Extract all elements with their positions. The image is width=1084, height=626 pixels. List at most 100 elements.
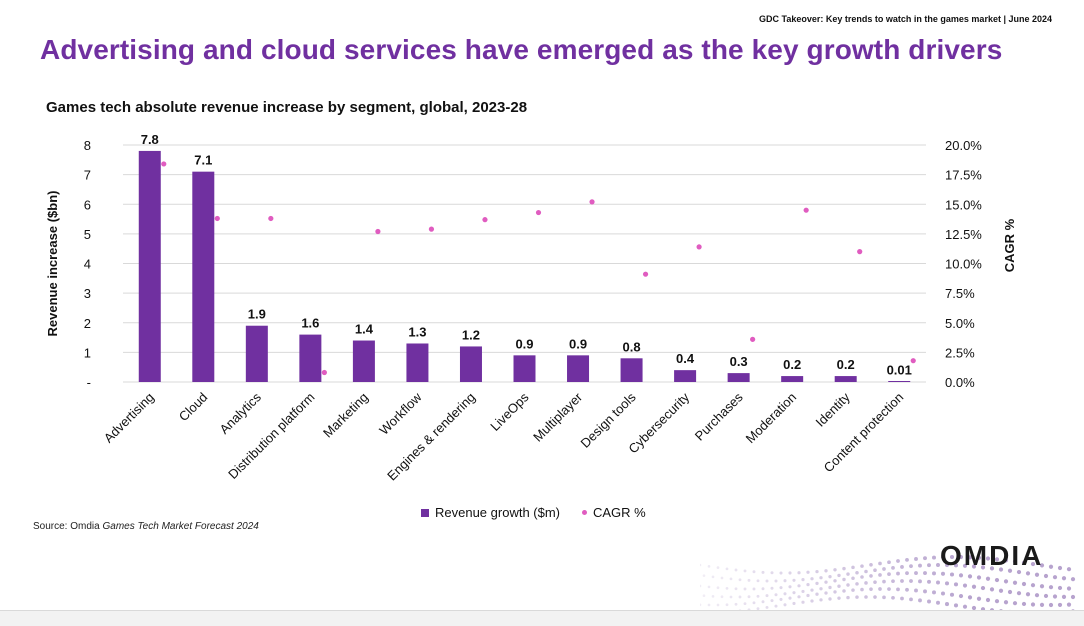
- wave-dot: [860, 575, 864, 579]
- wave-dot: [1066, 586, 1072, 591]
- wave-dot: [878, 587, 882, 591]
- wave-dot: [891, 579, 895, 584]
- bar: [888, 381, 911, 382]
- wave-dot: [989, 587, 995, 592]
- wave-dot: [765, 579, 769, 583]
- wave-dot: [962, 604, 968, 609]
- cagr-point: [482, 217, 488, 223]
- bar-value-label: 1.3: [408, 324, 426, 339]
- y2-axis-title: CAGR %: [1002, 218, 1017, 272]
- wave-dot: [1057, 585, 1063, 591]
- wave-dot: [949, 554, 955, 560]
- wave-dot: [1021, 601, 1027, 607]
- cagr-point: [214, 215, 220, 222]
- wave-dot: [918, 598, 922, 603]
- wave-dot: [936, 600, 940, 605]
- bar: [781, 376, 804, 382]
- wave-dot: [994, 577, 1000, 583]
- wave-dot: [725, 603, 729, 607]
- wave-dot: [747, 578, 751, 582]
- wave-dot: [725, 586, 729, 590]
- x-category-label: Engines & rendering: [384, 390, 478, 484]
- wave-dot: [725, 567, 729, 571]
- wave-dot: [994, 599, 1000, 604]
- wave-dot: [810, 577, 814, 581]
- wave-dot: [1039, 584, 1045, 589]
- wave-dot: [967, 555, 973, 560]
- y-tick-label: 7: [84, 168, 91, 183]
- y-tick-label: 1: [84, 345, 91, 360]
- wave-dot: [891, 595, 895, 600]
- wave-dot: [1030, 561, 1036, 567]
- legend-label-revenue: Revenue growth ($m): [435, 505, 560, 520]
- wave-dot: [833, 590, 837, 594]
- wave-dot: [1025, 571, 1031, 576]
- wave-dot: [962, 563, 968, 568]
- wave-dot: [792, 601, 796, 606]
- wave-dot: [923, 556, 927, 561]
- wave-dot: [788, 585, 792, 589]
- wave-dot: [801, 578, 805, 582]
- wave-dot: [711, 575, 715, 579]
- decorative-dot-wave: [700, 554, 1076, 615]
- wave-dot: [765, 594, 769, 598]
- wave-dot: [967, 595, 973, 600]
- wave-dot: [1003, 600, 1009, 605]
- x-category-label: Workflow: [376, 389, 425, 438]
- wave-dot: [770, 571, 774, 575]
- wave-dot: [761, 570, 765, 574]
- y-tick-label: 8: [84, 138, 91, 153]
- wave-dot: [953, 603, 959, 608]
- wave-dot: [860, 564, 864, 568]
- wave-dot: [851, 565, 855, 570]
- wave-dot: [989, 566, 995, 571]
- wave-dot: [887, 572, 891, 577]
- wave-dot: [765, 605, 769, 609]
- wave-dot: [900, 579, 904, 583]
- bar-value-label: 1.4: [355, 322, 374, 337]
- wave-dot: [932, 571, 936, 576]
- wave-dot: [702, 594, 706, 598]
- bar-value-label: 7.1: [194, 153, 212, 168]
- bar: [513, 355, 536, 382]
- wave-dot: [837, 584, 841, 588]
- wave-dot: [743, 587, 747, 591]
- x-category-label: LiveOps: [487, 389, 532, 434]
- wave-dot: [774, 579, 778, 583]
- wave-dot: [976, 596, 982, 601]
- wave-dot: [842, 577, 846, 582]
- wave-dot: [716, 603, 720, 607]
- x-category-label: Analytics: [217, 389, 265, 437]
- y-tick-label: -: [87, 375, 91, 390]
- y2-tick-label: 0.0%: [945, 375, 975, 390]
- legend-item-revenue: Revenue growth ($m): [421, 505, 560, 520]
- wave-dot: [707, 585, 711, 589]
- wave-dot: [873, 568, 877, 573]
- wave-dot: [940, 571, 946, 576]
- wave-dot: [1057, 602, 1063, 608]
- wave-dot: [971, 605, 977, 611]
- x-category-label: Advertising: [101, 390, 157, 446]
- bar-value-label: 7.8: [141, 132, 159, 147]
- wave-dot: [909, 564, 913, 569]
- wave-dot: [918, 579, 922, 584]
- wave-dot: [797, 595, 801, 599]
- wave-dot: [752, 570, 756, 574]
- wave-dot: [734, 602, 738, 606]
- cagr-point: [857, 249, 863, 255]
- wave-dot: [914, 588, 918, 593]
- wave-dot: [1043, 573, 1049, 579]
- cagr-point: [642, 271, 649, 277]
- wave-dot: [846, 572, 850, 576]
- wave-dot: [738, 595, 742, 599]
- wave-dot: [1048, 585, 1054, 590]
- wave-dot: [1003, 558, 1009, 563]
- wave-dot: [1039, 563, 1045, 568]
- wave-dot: [774, 604, 778, 608]
- wave-dot: [819, 576, 823, 580]
- bar: [138, 150, 161, 382]
- bar-value-label: 0.9: [569, 336, 587, 351]
- wave-dot: [882, 595, 886, 600]
- cagr-point: [428, 226, 435, 232]
- cagr-point: [161, 161, 167, 167]
